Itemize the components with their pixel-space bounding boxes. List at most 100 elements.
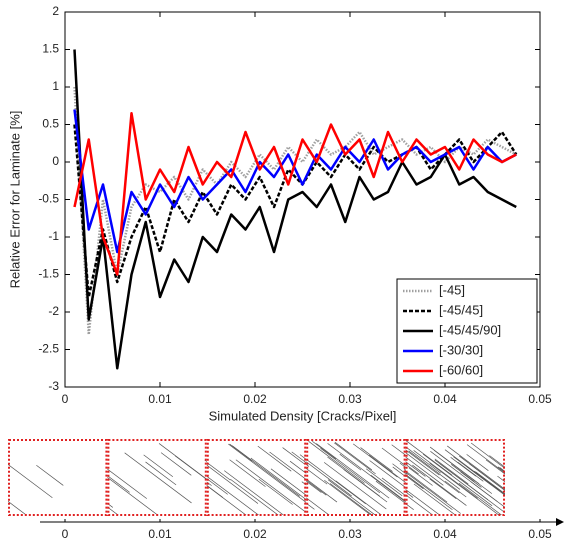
crack <box>405 440 453 476</box>
crack <box>324 479 372 515</box>
legend-label: [-45/45/90] <box>439 322 501 337</box>
crack <box>320 447 381 494</box>
crack <box>229 459 266 487</box>
strip-tick-label: 0.02 <box>243 527 267 541</box>
crack <box>257 445 292 472</box>
strip-tick-label: 0.03 <box>338 527 362 541</box>
crack <box>270 468 307 496</box>
crack <box>323 462 387 510</box>
crack <box>485 459 506 475</box>
crack <box>381 477 406 497</box>
crack <box>306 461 352 497</box>
y-tick-label: 0 <box>52 154 59 168</box>
x-tick-label: 0.04 <box>433 392 457 406</box>
crack <box>422 453 493 507</box>
x-tick-label: 0.03 <box>338 392 362 406</box>
crack <box>405 452 460 494</box>
crack <box>289 460 307 474</box>
legend-label: [-30/30] <box>439 342 483 357</box>
crack <box>392 463 406 475</box>
crack <box>308 441 365 484</box>
x-tick-label: 0.05 <box>528 392 552 406</box>
crack <box>459 455 506 491</box>
y-tick-label: 1 <box>52 79 59 93</box>
crack <box>145 461 177 486</box>
crack <box>466 454 489 471</box>
crack <box>329 483 373 515</box>
crack <box>413 450 478 499</box>
crack <box>444 449 501 492</box>
crack <box>474 470 506 495</box>
crack <box>392 466 406 478</box>
legend-label: [-60/60] <box>439 362 483 377</box>
crack <box>458 482 503 515</box>
crack-image <box>306 439 406 516</box>
crack <box>258 478 293 505</box>
crack <box>306 497 330 515</box>
crack <box>306 458 366 505</box>
crack <box>206 475 260 515</box>
crack <box>412 464 467 506</box>
crack <box>230 478 279 515</box>
crack <box>343 469 388 503</box>
crack <box>470 442 506 469</box>
crack <box>430 451 498 502</box>
crack <box>489 455 506 468</box>
image-frame <box>206 439 307 516</box>
data-line <box>73 49 517 370</box>
x-tick-label: 0.02 <box>243 392 267 406</box>
y-tick-label: -2.5 <box>38 342 59 356</box>
crack <box>413 483 456 515</box>
crack <box>334 442 373 471</box>
crack-image <box>206 439 307 516</box>
y-tick-label: 1.5 <box>42 42 59 56</box>
crack <box>206 461 231 481</box>
x-axis-label: Simulated Density [Cracks/Pixel] <box>209 408 397 423</box>
crack <box>335 480 382 515</box>
crack <box>405 489 441 515</box>
crack <box>160 452 192 476</box>
crack <box>224 470 284 515</box>
crack <box>466 444 506 474</box>
crack <box>405 475 424 490</box>
crack <box>36 464 64 486</box>
crack <box>228 443 307 503</box>
crack <box>457 461 484 482</box>
image-frame <box>8 439 108 516</box>
strip-tick-label: 0.01 <box>148 527 172 541</box>
crack <box>460 471 482 488</box>
crack <box>107 476 159 515</box>
crack <box>231 445 300 497</box>
image-frame <box>107 439 207 516</box>
crack <box>282 447 306 465</box>
crack-image <box>8 439 108 516</box>
crack <box>312 440 337 460</box>
x-tick-label: 0.01 <box>148 392 172 406</box>
crack <box>391 444 406 456</box>
crack <box>497 466 506 473</box>
crack <box>429 478 457 500</box>
y-tick-label: -3 <box>48 379 59 393</box>
crack <box>370 474 406 502</box>
crack <box>334 442 376 475</box>
crack <box>405 471 461 514</box>
crack <box>381 447 406 467</box>
crack <box>497 475 506 483</box>
crack <box>107 506 119 515</box>
crack <box>206 478 228 495</box>
crack <box>405 470 406 471</box>
crack <box>8 463 53 499</box>
y-tick-label: -1.5 <box>38 267 59 281</box>
crack <box>269 451 307 480</box>
crack <box>405 456 444 486</box>
y-axis-label: Relative Error for Laminate [%] <box>7 111 22 289</box>
image-frame <box>405 439 506 516</box>
strip-tick-label: 0.05 <box>528 527 552 541</box>
crack <box>405 474 425 489</box>
y-tick-label: 0.5 <box>42 117 59 131</box>
crack <box>450 457 477 477</box>
crack <box>352 443 398 478</box>
crack <box>453 456 492 486</box>
crack <box>429 446 480 485</box>
